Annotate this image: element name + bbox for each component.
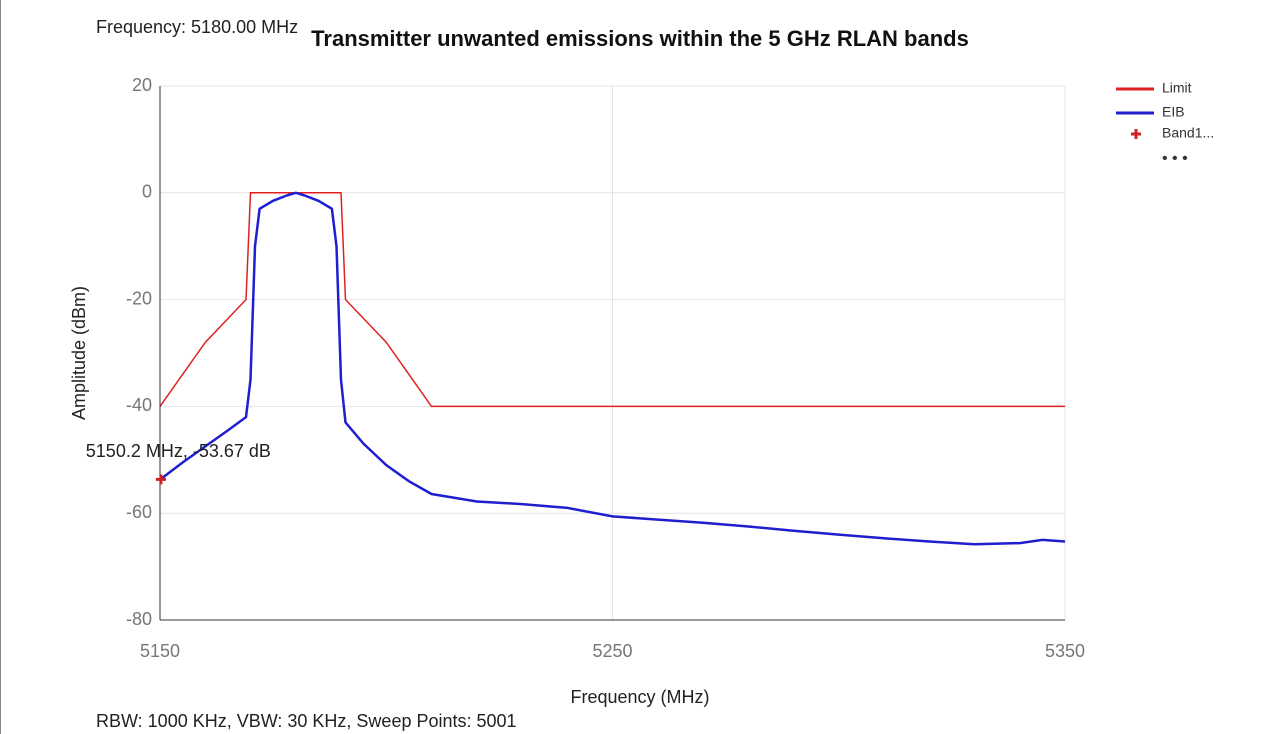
- marker-label: 5150.2 MHz, -53.67 dB: [86, 441, 271, 461]
- header: Frequency: 5180.00 MHz: [96, 17, 298, 37]
- x-tick-label: 5150: [140, 641, 180, 661]
- chart-title: Transmitter unwanted emissions within th…: [311, 26, 969, 51]
- y-tick-label: -60: [126, 502, 152, 522]
- y-tick-label: -20: [126, 288, 152, 308]
- x-tick-label: 5350: [1045, 641, 1085, 661]
- legend-label: Band1...: [1162, 125, 1214, 141]
- plot: [159, 191, 1066, 546]
- y-tick-label: 0: [142, 182, 152, 202]
- x-tick-label: 5250: [592, 641, 632, 661]
- y-tick-label: 20: [132, 75, 152, 95]
- y-tick-label: -80: [126, 609, 152, 629]
- marker: [155, 474, 166, 485]
- x-axis-label: Frequency (MHz): [570, 687, 709, 707]
- series-line: [159, 192, 1065, 408]
- y-axis-label: Amplitude (dBm): [69, 286, 89, 420]
- legend-more: • • •: [1162, 150, 1188, 167]
- legend-label: Limit: [1162, 80, 1192, 96]
- grid: [159, 85, 1066, 621]
- series-line: [159, 191, 1066, 546]
- legend-label: EIB: [1162, 104, 1185, 120]
- legend-swatch: [1131, 129, 1141, 139]
- footer: RBW: 1000 KHz, VBW: 30 KHz, Sweep Points…: [96, 711, 517, 731]
- y-tick-label: -40: [126, 395, 152, 415]
